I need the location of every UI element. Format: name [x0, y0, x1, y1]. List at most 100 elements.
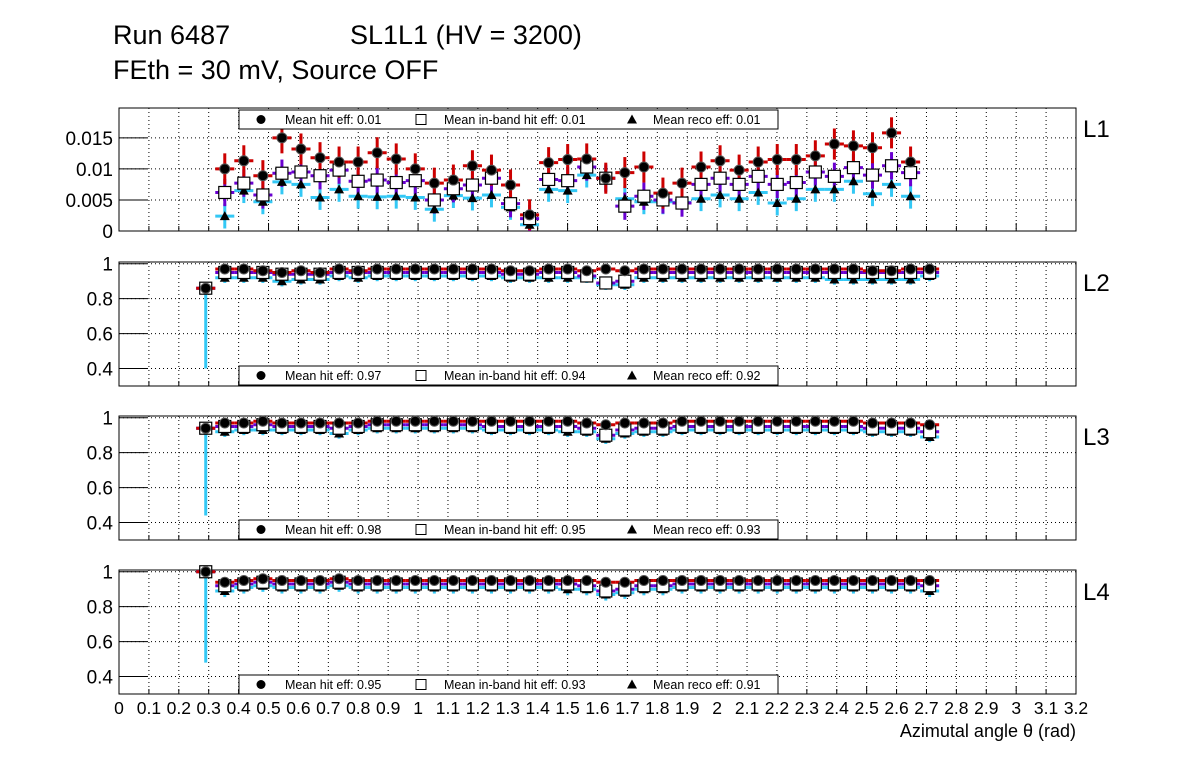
x-tick-label: 0.8 — [346, 698, 370, 718]
marker-inband — [732, 177, 746, 192]
marker-hit — [276, 417, 288, 429]
marker-hit — [657, 574, 669, 586]
x-tick-label: 1.5 — [555, 698, 579, 718]
marker-hit — [600, 172, 612, 184]
marker-hit — [352, 417, 364, 429]
marker-hit — [695, 263, 707, 275]
marker-hit — [695, 574, 707, 586]
marker-hit — [562, 574, 574, 586]
marker-hit — [866, 417, 878, 429]
marker-hit — [809, 263, 821, 275]
x-tick-label: 1.7 — [615, 698, 639, 718]
marker-hit — [371, 263, 383, 275]
marker-reco — [353, 191, 364, 201]
marker-hit — [676, 263, 688, 275]
marker-hit — [866, 142, 878, 154]
x-tick-label: 1.3 — [496, 698, 520, 718]
marker-hit — [905, 574, 917, 586]
marker-hit — [657, 187, 669, 199]
marker-hit — [257, 265, 269, 277]
marker-hit — [600, 419, 612, 431]
marker-hit — [733, 263, 745, 275]
marker-hit — [886, 417, 898, 429]
marker-hit — [485, 164, 497, 176]
legend-hit-marker-icon — [256, 115, 266, 124]
marker-hit — [447, 574, 459, 586]
x-tick-label: 2.3 — [795, 698, 819, 718]
x-tick-label: 1.1 — [436, 698, 460, 718]
marker-hit — [543, 415, 555, 427]
y-tick-label: 0.4 — [87, 514, 114, 535]
marker-inband — [846, 161, 861, 175]
marker-inband — [903, 166, 918, 180]
marker-hit — [733, 415, 745, 427]
marker-inband — [599, 276, 613, 290]
marker-inband — [751, 169, 765, 183]
marker-hit — [219, 163, 231, 175]
legend-reco-marker-icon — [627, 524, 637, 534]
marker-hit — [790, 574, 802, 586]
marker-hit — [638, 161, 650, 173]
marker-hit — [543, 263, 555, 275]
marker-hit — [619, 265, 631, 277]
marker-hit — [409, 163, 421, 175]
marker-hit — [257, 170, 269, 182]
plot-frame — [118, 261, 1077, 387]
x-tick-label: 1.6 — [585, 698, 609, 718]
marker-hit — [905, 156, 917, 168]
y-tick-label: 0.005 — [65, 191, 113, 212]
marker-reco — [429, 204, 440, 214]
marker-hit — [524, 209, 536, 221]
marker-reco — [562, 185, 573, 195]
legend-hit-label: Mean hit eff: 0.95 — [285, 678, 381, 692]
x-tick-label: 2.5 — [854, 698, 878, 718]
marker-hit — [752, 415, 764, 427]
legend-inband-label: Mean in-band hit eff: 0.93 — [444, 678, 586, 692]
y-tick-label: 0.6 — [87, 633, 113, 654]
marker-hit — [809, 415, 821, 427]
marker-reco — [753, 187, 764, 197]
marker-reco — [467, 193, 478, 203]
marker-hit — [847, 574, 859, 586]
marker-hit — [200, 566, 212, 578]
marker-hit — [886, 574, 898, 586]
marker-hit — [543, 157, 555, 169]
x-tick-label: 0.2 — [167, 698, 191, 718]
marker-hit — [562, 263, 574, 275]
marker-hit — [771, 263, 783, 275]
marker-hit — [790, 263, 802, 275]
marker-inband — [408, 174, 422, 188]
panel-l1: 0 0.005 0.01 0.015 Mean hit eff: 0.01 Mean in… — [65, 107, 1110, 243]
x-tick-label: 2.4 — [825, 698, 850, 718]
x-axis-label: Azimutal angle θ (rad) — [900, 721, 1076, 741]
legend-hit-label: Mean hit eff: 0.97 — [285, 369, 381, 383]
y-tick-label: 1 — [102, 255, 113, 276]
marker-hit — [905, 263, 917, 275]
marker-hit — [714, 574, 726, 586]
marker-inband — [694, 177, 708, 192]
x-tick-label: 3.2 — [1064, 698, 1088, 718]
marker-hit — [714, 155, 726, 167]
x-tick-label: 1.2 — [466, 698, 490, 718]
x-tick-label: 2.6 — [884, 698, 908, 718]
y-tick-label: 0.8 — [87, 444, 113, 465]
marker-hit — [238, 155, 250, 167]
legend: Mean hit eff: 0.01 Mean in-band hit eff: … — [238, 109, 779, 130]
marker-hit — [466, 415, 478, 427]
layer-label: L4 — [1083, 579, 1110, 606]
marker-hit — [257, 415, 269, 427]
legend-box — [238, 519, 779, 540]
marker-hit — [752, 574, 764, 586]
marker-inband — [599, 428, 613, 442]
legend: Mean hit eff: 0.98 Mean in-band hit eff: … — [238, 519, 779, 540]
x-tick-label: 2.9 — [974, 698, 998, 718]
marker-hit — [371, 415, 383, 427]
marker-hit — [276, 132, 288, 144]
marker-inband — [542, 172, 556, 187]
marker-hit — [771, 574, 783, 586]
marker-reco — [295, 179, 306, 189]
y-tick-label: 0.015 — [65, 129, 113, 150]
marker-hit — [886, 127, 898, 139]
x-tick-label: 0.3 — [197, 698, 221, 718]
